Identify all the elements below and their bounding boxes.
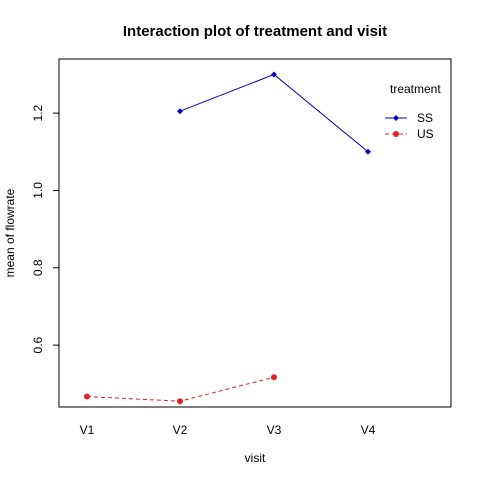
y-tick-label: 0.6 [31,336,45,353]
x-tick-label: V1 [80,423,95,437]
x-tick-label: V2 [173,423,188,437]
y-tick-label: 1.0 [31,182,45,199]
x-tick-label: V3 [267,423,282,437]
legend-label-ss: SS [417,111,433,125]
y-axis: 0.6 0.8 1.0 1.2 [31,104,59,353]
legend-marker-ss [393,115,399,121]
series-line-us [86,376,275,402]
legend-title: treatment [390,82,441,96]
legend-marker-us [393,131,399,137]
data-point-ss [271,71,277,78]
y-axis-label: mean of flowrate [3,188,17,277]
chart-title: Interaction plot of treatment and visit [123,23,387,40]
data-point-us [84,393,90,400]
data-point-ss [365,148,371,155]
series-layer [84,71,371,405]
x-tick-label: V4 [361,423,376,437]
x-axis: V1 V2 V3 V4 [80,423,376,437]
series-line-ss [179,73,369,153]
data-point-ss [177,108,183,115]
legend: treatment SS US [385,82,441,141]
legend-label-us: US [417,127,434,141]
data-point-us [271,374,277,381]
data-point-us [177,398,183,405]
plot-frame [58,58,452,408]
y-tick-label: 1.2 [31,104,45,121]
x-axis-label: visit [245,451,266,465]
y-tick-label: 0.8 [31,259,45,276]
